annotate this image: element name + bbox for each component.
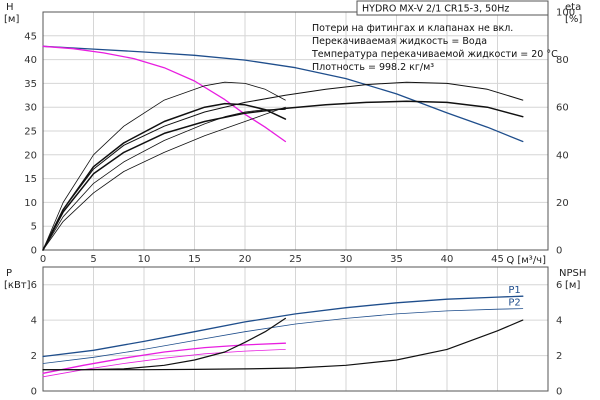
y-left-tick-label: 0 — [31, 387, 37, 398]
x-tick-label: 20 — [239, 254, 252, 265]
x-tick-label: 40 — [441, 254, 454, 265]
top-right-axis-label: eta — [565, 2, 581, 13]
bottom-panel-curves — [42, 295, 524, 378]
series-p2 — [42, 308, 524, 364]
y-left-tick-label: 30 — [24, 103, 37, 114]
y-right-tick-label: 60 — [556, 103, 569, 114]
bottom-right-axis-label: NPSH — [559, 268, 586, 279]
y-right-tick-label: 100 — [556, 8, 575, 19]
x-tick-label: 15 — [188, 254, 201, 265]
series-line-2 — [42, 100, 524, 251]
x-tick-label: 0 — [40, 254, 46, 265]
note-line-1: Потери на фитингах и клапанах не вкл. — [312, 23, 513, 34]
x-tick-label: 45 — [491, 254, 504, 265]
series-line-5 — [42, 109, 286, 251]
top-left-axis-label: H — [6, 2, 14, 13]
series-line-3 — [42, 81, 524, 251]
top-right-axis-unit: [%] — [565, 14, 582, 25]
top-left-axis-unit: [м] — [4, 14, 19, 25]
top-panel-ticks: 0 5 10 15 20 25 30 35 40 45 0 5 10 15 20 25 30 35 40 45 0 20 4… — [24, 8, 575, 266]
series-line-5 — [42, 317, 286, 371]
y-left-tick-label: 5 — [31, 222, 37, 233]
y-right-tick-label: 6 — [556, 280, 562, 291]
series-line-6 — [42, 81, 286, 251]
series-line-2 — [42, 342, 287, 374]
x-tick-label: 30 — [340, 254, 353, 265]
x-tick-label: 5 — [90, 254, 96, 265]
series-label-p2: P2 — [508, 298, 520, 309]
note-line-4: Плотность = 998.2 кг/м³ — [312, 62, 434, 73]
y-left-tick-label: 15 — [24, 174, 37, 185]
y-right-tick-label: 80 — [556, 55, 569, 66]
y-left-tick-label: 2 — [31, 351, 37, 362]
chart-notes: HYDRO MX-V 2/1 CR15-3, 50Hz Потери на фи… — [311, 0, 558, 73]
y-left-tick-label: 20 — [24, 150, 37, 161]
note-line-3: Температура перекачиваемой жидкости = 20… — [311, 49, 558, 60]
bottom-left-axis-unit: [кВт] — [4, 280, 31, 291]
series-line-0 — [42, 45, 524, 143]
note-line-2: Перекачиваемая жидкость = Вода — [312, 36, 487, 47]
y-right-tick-label: 20 — [556, 198, 569, 209]
y-left-tick-label: 6 — [31, 280, 37, 291]
top-panel-frame — [42, 11, 549, 251]
y-right-tick-label: 40 — [556, 150, 569, 161]
x-tick-label: 10 — [138, 254, 151, 265]
y-left-tick-label: 45 — [24, 31, 37, 42]
series-line-1 — [42, 45, 287, 143]
y-right-tick-label: 4 — [556, 316, 562, 327]
y-left-tick-label: 40 — [24, 55, 37, 66]
y-right-tick-label: 0 — [556, 387, 562, 398]
series-line-4 — [42, 319, 524, 371]
bottom-right-axis-unit: [м] — [565, 280, 580, 291]
y-right-tick-label: 0 — [556, 246, 562, 257]
y-right-tick-label: 2 — [556, 351, 562, 362]
x-tick-label: 35 — [390, 254, 403, 265]
top-panel-grid — [43, 12, 548, 250]
series-line-3 — [42, 348, 286, 378]
x-tick-label: 25 — [289, 254, 302, 265]
series-label-p1: P1 — [508, 285, 520, 296]
bottom-panel-grid — [43, 267, 548, 391]
chart-title: HYDRO MX-V 2/1 CR15-3, 50Hz — [362, 4, 509, 15]
x-axis-label: Q [м³/ч] — [506, 255, 546, 266]
y-left-tick-label: 0 — [31, 246, 37, 257]
y-left-tick-label: 4 — [31, 316, 37, 327]
series-p1 — [42, 295, 524, 358]
bottom-left-axis-label: P — [6, 268, 12, 279]
top-panel-curves — [42, 45, 524, 251]
y-left-tick-label: 35 — [24, 79, 37, 90]
bottom-panel-frame — [42, 266, 549, 392]
y-left-tick-label: 10 — [24, 198, 37, 209]
series-line-4 — [42, 102, 287, 251]
series-line-7 — [42, 106, 286, 251]
y-left-tick-label: 25 — [24, 127, 37, 138]
title-box — [356, 0, 549, 16]
bottom-panel-ticks: 0 2 4 6 0 2 4 6 — [31, 280, 563, 397]
